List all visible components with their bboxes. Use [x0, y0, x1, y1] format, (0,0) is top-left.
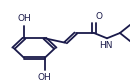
Text: O: O — [96, 12, 103, 21]
Text: OH: OH — [17, 14, 31, 23]
Text: HN: HN — [100, 41, 113, 50]
Text: OH: OH — [38, 73, 52, 82]
